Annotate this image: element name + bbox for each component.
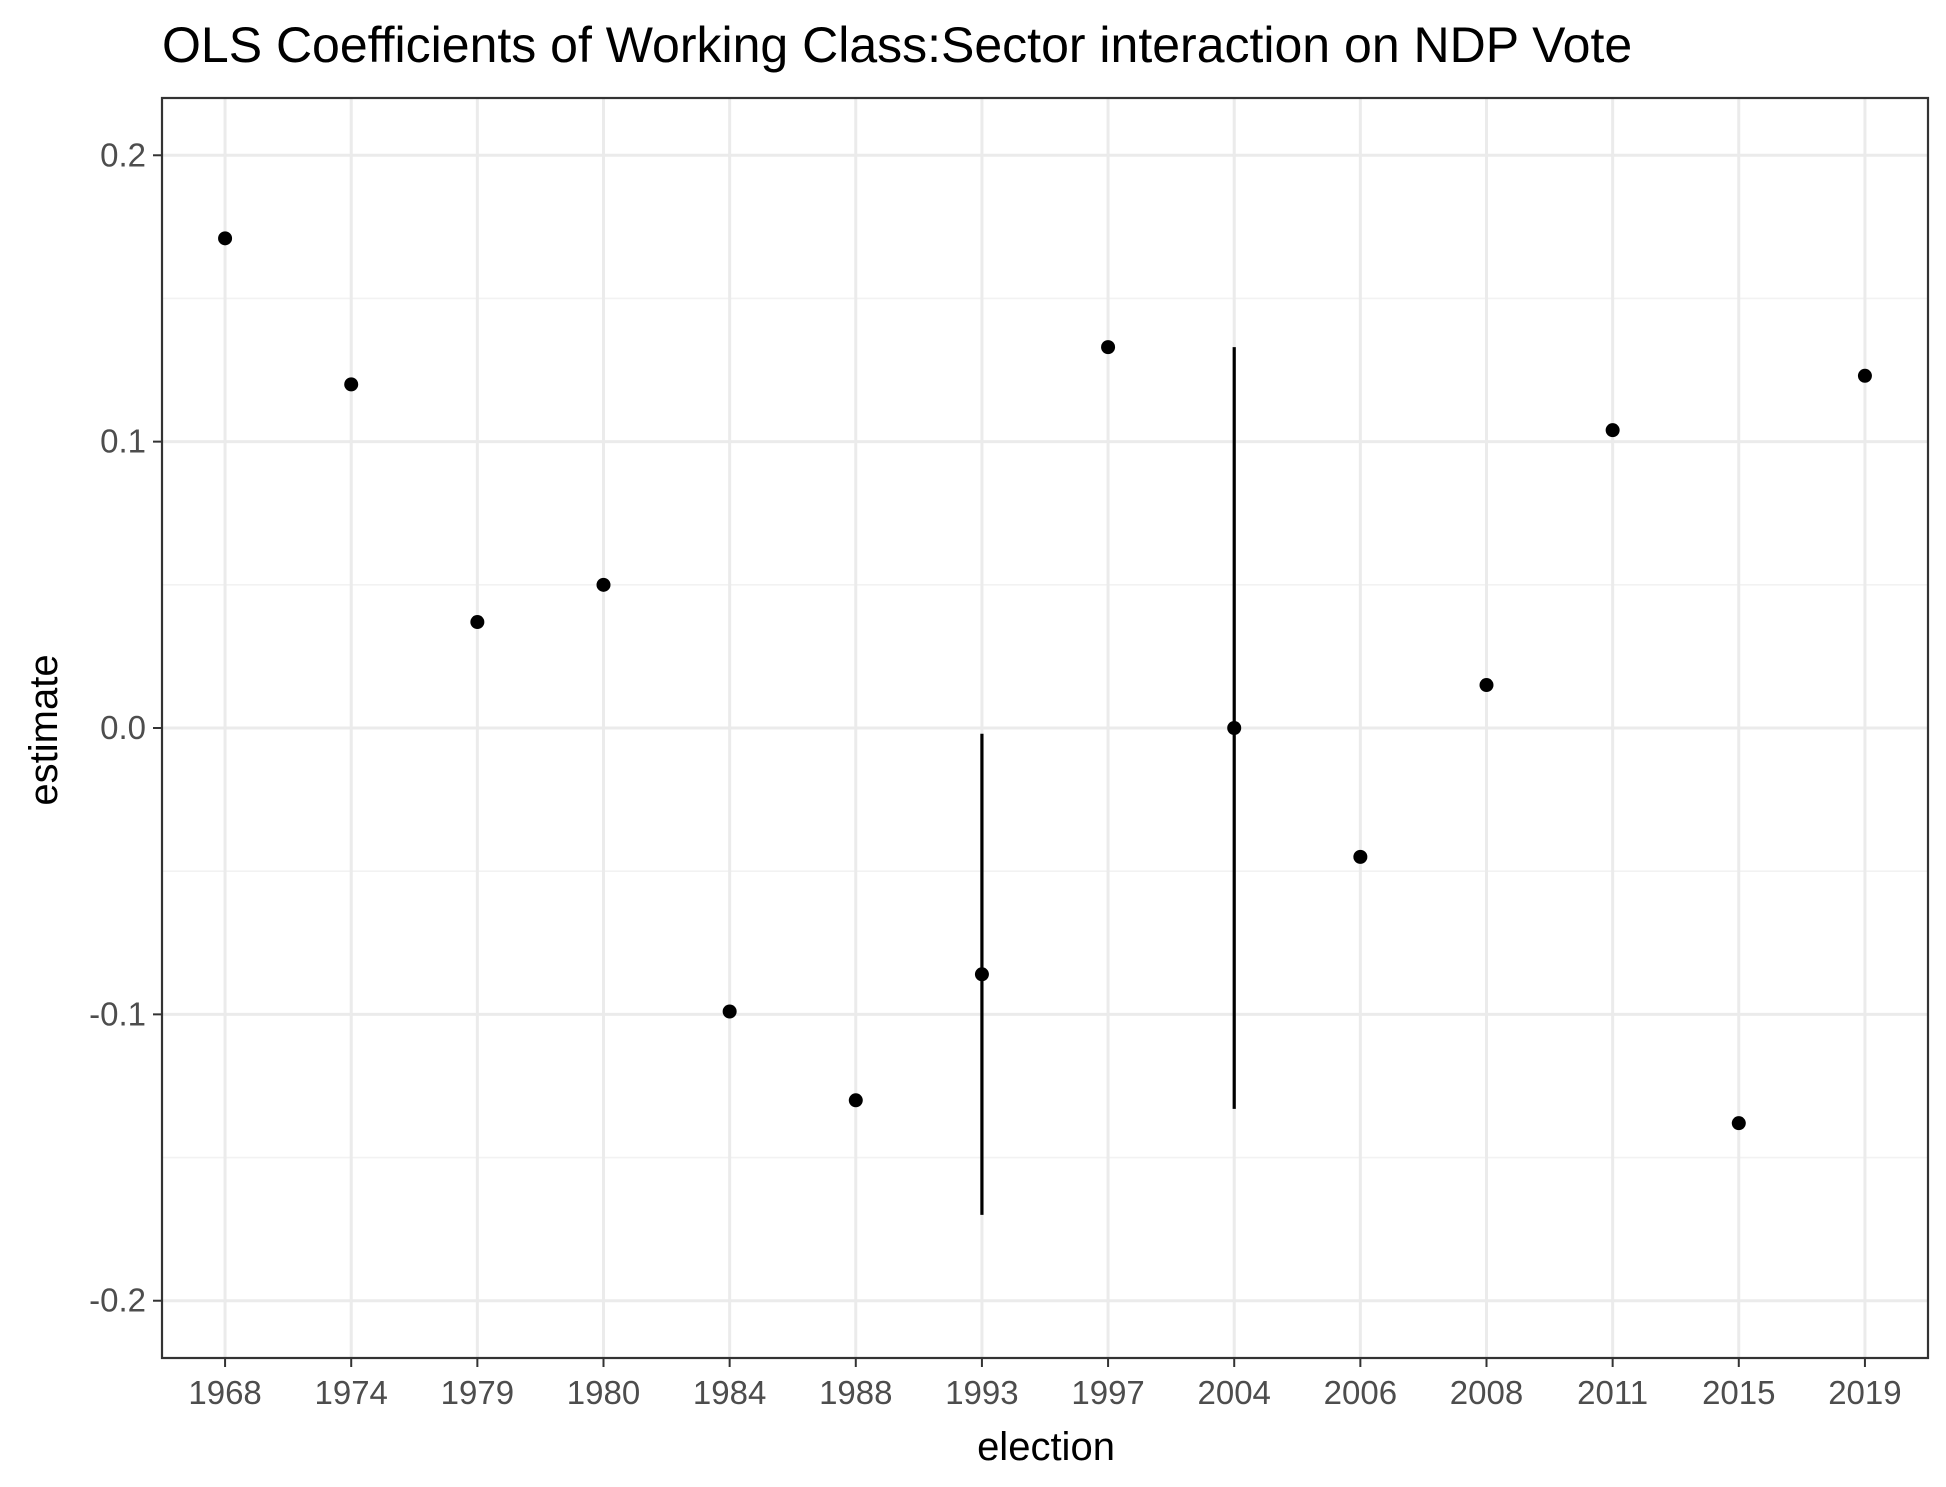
x-tick-label: 2015 xyxy=(1702,1374,1775,1411)
y-tick-label: -0.2 xyxy=(89,1282,146,1319)
data-point xyxy=(596,577,611,592)
x-tick-label: 1968 xyxy=(188,1374,261,1411)
x-tick-label: 1980 xyxy=(567,1374,640,1411)
data-point xyxy=(1479,678,1494,693)
data-point xyxy=(1857,368,1872,383)
chart-title: OLS Coefficients of Working Class:Sector… xyxy=(162,17,1632,73)
data-point xyxy=(218,231,233,246)
data-point xyxy=(848,1093,863,1108)
y-tick-label: 0.1 xyxy=(100,423,146,460)
x-axis-title: election xyxy=(977,1425,1115,1469)
y-axis: -0.2 -0.1 0.0 0.1 0.2 xyxy=(89,136,162,1319)
x-tick-label: 1984 xyxy=(693,1374,766,1411)
data-point xyxy=(1101,340,1116,355)
x-axis: 1968 1974 1979 1980 1984 1988 1993 1997 2004 2006… xyxy=(188,1358,1902,1411)
data-point xyxy=(344,377,359,392)
y-tick-label: 0.2 xyxy=(100,136,146,173)
major-gridlines xyxy=(162,98,1928,1358)
x-tick-label: 1979 xyxy=(441,1374,514,1411)
x-tick-label: 2008 xyxy=(1450,1374,1523,1411)
y-tick-label: -0.1 xyxy=(89,995,146,1032)
x-tick-label: 2011 xyxy=(1577,1374,1648,1411)
data-point xyxy=(1605,423,1620,438)
x-tick-label: 1974 xyxy=(315,1374,388,1411)
data-point xyxy=(1227,721,1242,735)
data-point xyxy=(470,615,485,630)
x-tick-label: 1988 xyxy=(819,1374,892,1411)
y-tick-label: 0.0 xyxy=(100,709,146,746)
data-point xyxy=(1731,1116,1746,1131)
x-tick-label: 1997 xyxy=(1071,1374,1144,1411)
x-tick-label: 2006 xyxy=(1324,1374,1397,1411)
x-tick-label: 1993 xyxy=(945,1374,1018,1411)
data-point xyxy=(722,1004,737,1019)
x-tick-label: 2004 xyxy=(1198,1374,1271,1411)
x-tick-label: 2019 xyxy=(1828,1374,1901,1411)
y-axis-title: estimate xyxy=(22,654,66,805)
data-points xyxy=(218,231,1872,1131)
data-point xyxy=(974,967,989,982)
minor-gridlines xyxy=(162,297,1928,1159)
data-point xyxy=(1353,849,1368,864)
